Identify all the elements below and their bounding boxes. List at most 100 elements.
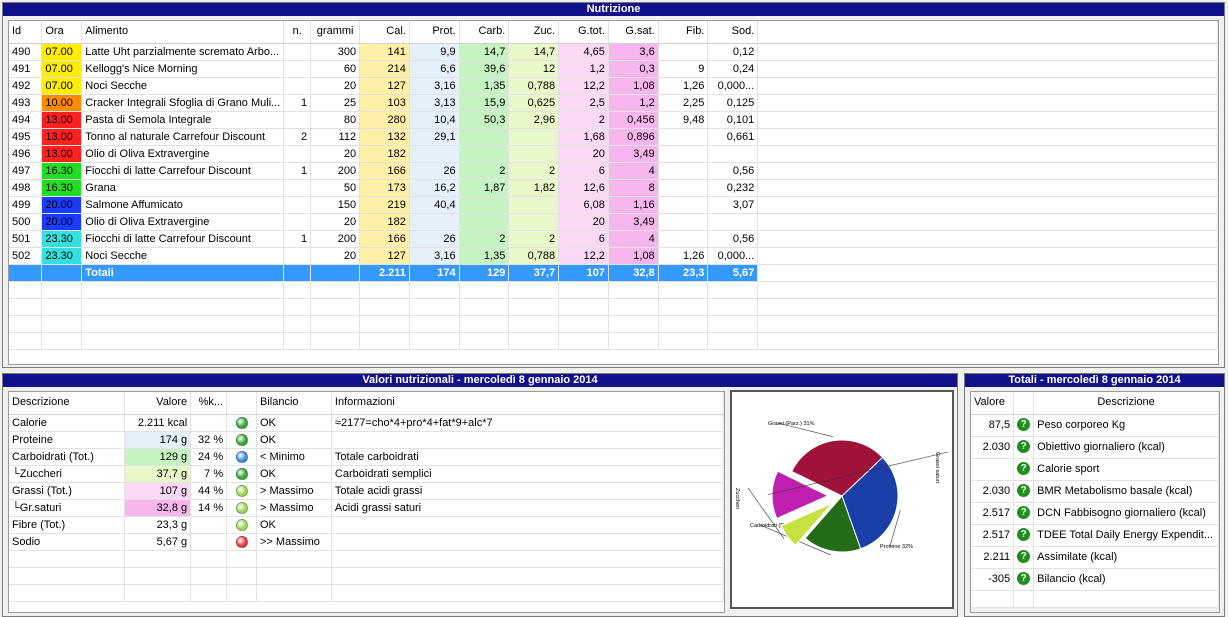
valori-bilancio: > Massimo [256, 499, 332, 517]
totali-row[interactable]: 2.517? TDEE Total Daily Energy Expendit..… [971, 524, 1219, 547]
col-header[interactable]: Cal. [359, 21, 410, 44]
cell-sod: 0,24 [707, 60, 759, 78]
cell-zuc: 2,96 [508, 111, 560, 129]
col-header[interactable]: n. [283, 21, 312, 44]
table-row[interactable]: 501 23.30 Fiocchi di latte Carrefour Disco… [9, 230, 1218, 248]
cell-filler [757, 247, 1218, 265]
valori-descr: Carboidrati (Tot.) [9, 448, 126, 466]
question-icon[interactable]: ? [1017, 572, 1031, 586]
totali-row[interactable]: 2.517? DCN Fabbisogno giornaliero (kcal) [971, 502, 1219, 525]
table-row[interactable]: 493 10.00 Cracker Integrali Sfoglia di Gra… [9, 94, 1218, 112]
totali-descr: DCN Fabbisogno giornaliero (kcal) [1033, 502, 1219, 525]
valori-col-header[interactable]: Valore [124, 392, 192, 415]
cell-ora: 20.00 [41, 213, 83, 231]
valori-col-header[interactable] [226, 392, 257, 415]
col-header[interactable]: Sod. [707, 21, 759, 44]
status-dot-icon [235, 450, 248, 463]
col-header[interactable]: G.tot. [558, 21, 609, 44]
question-icon[interactable]: ? [1017, 462, 1031, 476]
empty-cell [508, 298, 560, 316]
col-header[interactable]: Zuc. [508, 21, 560, 44]
table-row[interactable]: 502 23.30 Noci Secche 20 127 3,16 1,35 0,788 12,… [9, 247, 1218, 265]
valori-row[interactable]: Fibre (Tot.) 23,3 g OK [9, 516, 724, 534]
valori-row[interactable]: Carboidrati (Tot.) 129 g 24 % < Minimo Total… [9, 448, 724, 466]
col-header[interactable]: Id [9, 21, 43, 44]
empty-cell [971, 590, 1015, 608]
cell-id: 499 [9, 196, 43, 214]
valori-valore: 174 g [124, 431, 192, 449]
valori-row[interactable]: Sodio 5,67 g >> Massimo [9, 533, 724, 551]
question-icon[interactable]: ? [1017, 506, 1031, 520]
col-header[interactable]: Fib. [658, 21, 709, 44]
empty-cell [331, 584, 724, 602]
cell-cal: 173 [359, 179, 410, 197]
cell-filler [757, 145, 1218, 163]
table-row[interactable]: 490 07.00 Latte Uht parzialmente scremato … [9, 43, 1218, 61]
totali-col-header[interactable]: Valore [971, 392, 1015, 415]
cell-cal: 214 [359, 60, 410, 78]
totali-row[interactable]: 87,5? Peso corporeo Kg [971, 414, 1219, 437]
totali-row[interactable]: -305? Bilancio (kcal) [971, 568, 1219, 591]
question-icon[interactable]: ? [1017, 528, 1031, 542]
empty-cell [9, 281, 43, 299]
cell-cal: 127 [359, 77, 410, 95]
totali-col-header[interactable] [1013, 392, 1035, 415]
total-fib: 23,3 [658, 264, 709, 282]
cell-gtot: 2 [558, 111, 609, 129]
cell-prot: 16,2 [409, 179, 460, 197]
empty-cell [658, 298, 709, 316]
valori-row[interactable]: Calorie 2.211 kcal OK ≈2177=cho*4+pro*4+fat… [9, 414, 724, 432]
empty-cell [256, 584, 332, 602]
table-row[interactable]: 495 13.00 Tonno al naturale Carrefour Disc… [9, 128, 1218, 146]
totali-row[interactable]: ? Calorie sport [971, 458, 1219, 481]
cell-prot: 26 [409, 230, 460, 248]
valori-col-header[interactable]: Descrizione [9, 392, 126, 415]
cell-sod: 0,101 [707, 111, 759, 129]
table-row[interactable]: 500 20.00 Olio di Oliva Extravergine 20 182 2… [9, 213, 1218, 231]
col-header[interactable]: Ora [41, 21, 83, 44]
nutrizione-table: Id Ora Alimento n. grammi Cal. Prot. Carb. Zuc. G… [9, 21, 1218, 350]
cell-id: 495 [9, 128, 43, 146]
question-icon[interactable]: ? [1017, 484, 1031, 498]
empty-row [9, 298, 1218, 316]
empty-cell [283, 332, 312, 350]
question-icon[interactable]: ? [1017, 550, 1031, 564]
valori-row[interactable]: Proteine 174 g 32 % OK [9, 431, 724, 449]
table-row[interactable]: 491 07.00 Kellogg's Nice Morning 60 214 6,6 39… [9, 60, 1218, 78]
valori-col-header[interactable]: %k... [190, 392, 228, 415]
col-header[interactable]: grammi [310, 21, 361, 44]
col-header[interactable]: G.sat. [608, 21, 659, 44]
table-row[interactable]: 494 13.00 Pasta di Semola Integrale 80 280 10… [9, 111, 1218, 129]
cell-ora: 07.00 [41, 77, 83, 95]
valori-bilancio: >> Massimo [256, 533, 332, 551]
table-row[interactable]: 498 16.30 Grana 50 173 16,2 1,87 1,82 12,6 8 0,232 [9, 179, 1218, 197]
valori-col-header[interactable]: Informazioni [331, 392, 724, 415]
nutrizione-grid[interactable]: Id Ora Alimento n. grammi Cal. Prot. Carb. Zuc. G… [8, 20, 1219, 365]
question-icon[interactable]: ? [1017, 418, 1031, 432]
col-header-filler [757, 21, 1218, 44]
totali-row[interactable]: 2.211? Assimilate (kcal) [971, 546, 1219, 569]
cell-zuc: 2 [508, 230, 560, 248]
empty-cell [707, 332, 759, 350]
valori-row[interactable]: Grassi (Tot.) 107 g 44 % > Massimo Totale ac… [9, 482, 724, 500]
table-row[interactable]: 492 07.00 Noci Secche 20 127 3,16 1,35 0,788 12,… [9, 77, 1218, 95]
valori-col-header[interactable]: Bilancio [256, 392, 332, 415]
table-row[interactable]: 499 20.00 Salmone Affumicato 150 219 40,4 6,08… [9, 196, 1218, 214]
table-row[interactable]: 497 16.30 Fiocchi di latte Carrefour Disco… [9, 162, 1218, 180]
cell-cal: 141 [359, 43, 410, 61]
col-header[interactable]: Carb. [459, 21, 510, 44]
valori-row[interactable]: └Gr.saturi 32,8 g 14 % > Massimo Acidi grass… [9, 499, 724, 517]
valori-grid[interactable]: Descrizione Valore %k... Bilancio Informazio… [8, 391, 725, 613]
empty-cell [558, 298, 609, 316]
question-icon[interactable]: ? [1017, 440, 1031, 454]
totali-row[interactable]: 2.030? Obiettivo giornaliero (kcal) [971, 436, 1219, 459]
col-header[interactable]: Prot. [409, 21, 460, 44]
totali-col-header[interactable]: Descrizione [1033, 392, 1219, 415]
totali-grid[interactable]: Valore Descrizione 87,5? Peso corporeo Kg 2… [970, 391, 1220, 613]
cell-alimento: Cracker Integrali Sfoglia di Grano Muli.… [81, 94, 285, 112]
cell-fib [658, 162, 709, 180]
col-header[interactable]: Alimento [81, 21, 285, 44]
totali-row[interactable]: 2.030? BMR Metabolismo basale (kcal) [971, 480, 1219, 503]
table-row[interactable]: 496 13.00 Olio di Oliva Extravergine 20 182 2… [9, 145, 1218, 163]
